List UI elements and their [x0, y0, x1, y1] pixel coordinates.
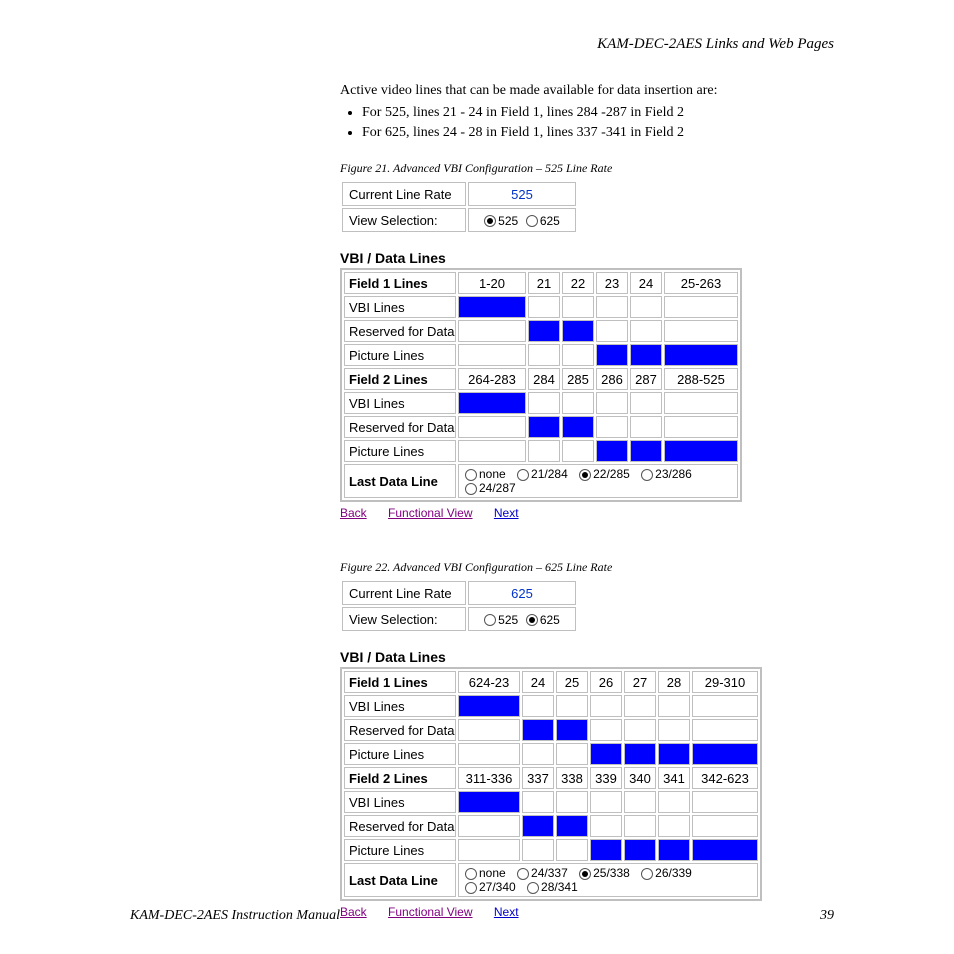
radio-625[interactable]: 625: [526, 613, 560, 627]
last-data-line-option[interactable]: 26/339: [641, 866, 692, 880]
figure-22-block: Current Line Rate 625 View Selection: 52…: [340, 579, 834, 919]
last-data-line-option[interactable]: none: [465, 467, 506, 481]
last-data-line-option[interactable]: 24/337: [517, 866, 568, 880]
radio-525[interactable]: 525: [484, 613, 518, 627]
figure-21-block: Current Line Rate 525 View Selection: 52…: [340, 180, 834, 520]
vbi-grid-625: Field 1 Lines624-23242526272829-310VBI L…: [340, 667, 834, 901]
figure-caption-21: Figure 21. Advanced VBI Configuration – …: [340, 161, 834, 176]
last-data-line-option[interactable]: none: [465, 866, 506, 880]
last-data-line-option[interactable]: 23/286: [641, 467, 692, 481]
nav-links: Back Functional View Next: [340, 506, 834, 520]
radio-525[interactable]: 525: [484, 214, 518, 228]
next-link[interactable]: Next: [494, 506, 519, 520]
intro-block: Active video lines that can be made avai…: [340, 83, 834, 141]
view-selection[interactable]: 525 625: [468, 607, 576, 631]
rate-value: 625: [468, 581, 576, 605]
last-data-line-option[interactable]: 25/338: [579, 866, 630, 880]
rate-label: Current Line Rate: [342, 581, 466, 605]
functional-view-link[interactable]: Functional View: [388, 506, 473, 520]
last-data-line-option[interactable]: 24/287: [465, 481, 516, 495]
list-item: For 525, lines 21 - 24 in Field 1, lines…: [362, 105, 834, 121]
vbi-section-title: VBI / Data Lines: [340, 250, 834, 266]
footer-title: KAM-DEC-2AES Instruction Manual: [130, 908, 340, 923]
page-header: KAM-DEC-2AES Links and Web Pages: [130, 36, 834, 53]
rate-label: Current Line Rate: [342, 182, 466, 206]
page-number: 39: [820, 908, 834, 924]
vbi-section-title: VBI / Data Lines: [340, 649, 834, 665]
rate-value: 525: [468, 182, 576, 206]
intro-list: For 525, lines 21 - 24 in Field 1, lines…: [340, 105, 834, 141]
page-footer: KAM-DEC-2AES Instruction Manual 39: [130, 908, 834, 924]
config-table-525: Current Line Rate 525 View Selection: 52…: [340, 180, 578, 234]
last-data-line-option[interactable]: 27/340: [465, 880, 516, 894]
view-selection[interactable]: 525 625: [468, 208, 576, 232]
figure-caption-22: Figure 22. Advanced VBI Configuration – …: [340, 560, 834, 575]
view-label: View Selection:: [342, 208, 466, 232]
last-data-line-option[interactable]: 22/285: [579, 467, 630, 481]
back-link[interactable]: Back: [340, 506, 367, 520]
vbi-grid-525: Field 1 Lines1-202122232425-263VBI Lines…: [340, 268, 834, 502]
view-label: View Selection:: [342, 607, 466, 631]
radio-625[interactable]: 625: [526, 214, 560, 228]
config-table-625: Current Line Rate 625 View Selection: 52…: [340, 579, 578, 633]
last-data-line-option[interactable]: 28/341: [527, 880, 578, 894]
list-item: For 625, lines 24 - 28 in Field 1, lines…: [362, 125, 834, 141]
last-data-line-option[interactable]: 21/284: [517, 467, 568, 481]
intro-text: Active video lines that can be made avai…: [340, 83, 834, 99]
